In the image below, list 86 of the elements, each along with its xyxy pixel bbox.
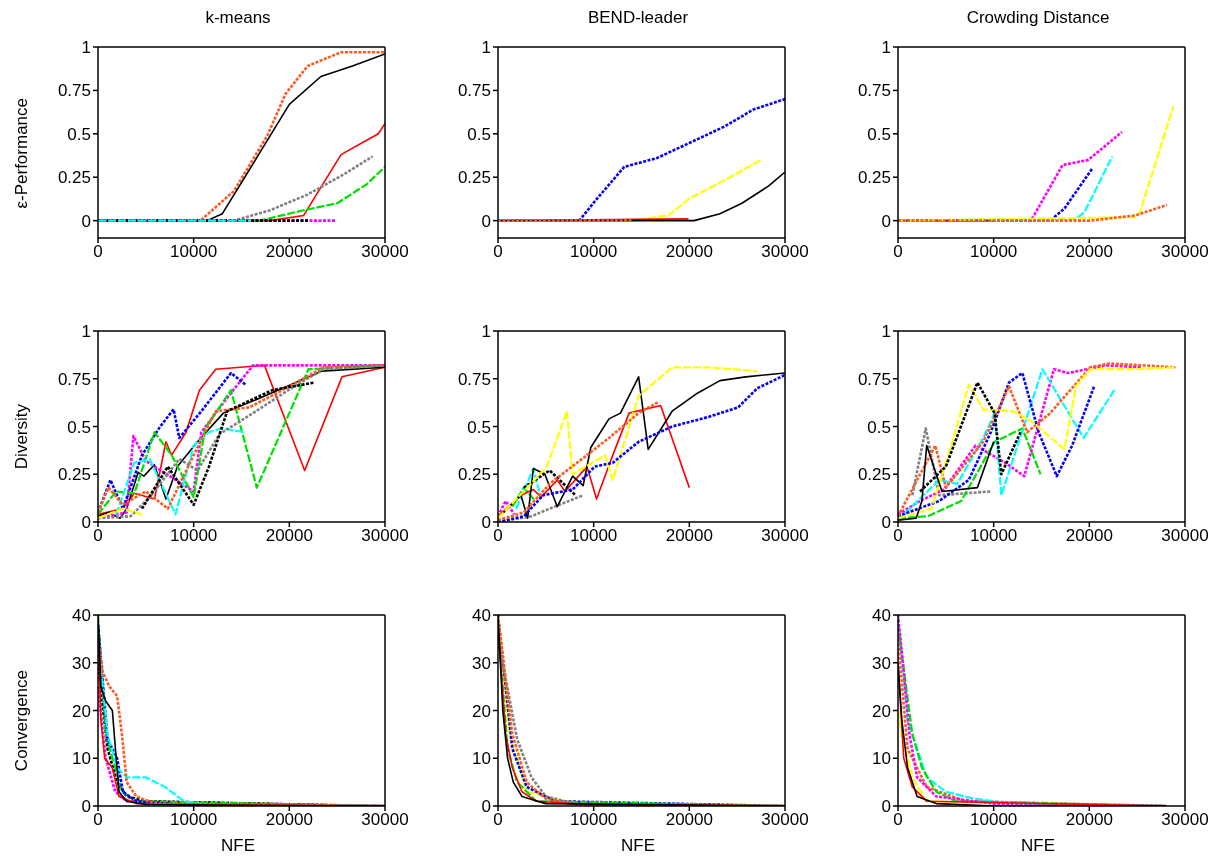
- y-tick-label: 0.75: [57, 369, 91, 389]
- x-tick-label: 30000: [361, 526, 409, 546]
- x-tick-label: 10000: [970, 526, 1018, 546]
- y-tick-label: 0: [881, 797, 891, 817]
- x-tick-label: 30000: [1161, 526, 1209, 546]
- x-axis-title: NFE: [620, 836, 656, 857]
- line-series: [898, 104, 1175, 222]
- x-axis-title: NFE: [1020, 836, 1056, 857]
- y-axis-title: Convergence: [12, 670, 32, 772]
- y-tick-label: 0.25: [857, 168, 891, 188]
- x-tick-label: 20000: [665, 526, 713, 546]
- y-tick-label: 10: [872, 749, 891, 769]
- y-tick-label: 10: [72, 749, 91, 769]
- y-tick-label: 20: [72, 701, 91, 721]
- y-tick-label: 0.75: [857, 81, 891, 101]
- x-tick-label: 10000: [570, 526, 618, 546]
- y-tick-label: 20: [472, 701, 491, 721]
- chart-title: Crowding Distance: [965, 8, 1111, 29]
- x-tick-label: 20000: [665, 810, 713, 830]
- y-tick-label: 0.25: [57, 465, 91, 485]
- x-tick-label: 30000: [1161, 242, 1209, 262]
- y-tick-label: 0.5: [467, 417, 491, 437]
- x-tick-label: 20000: [665, 242, 713, 262]
- y-tick-label: 10: [472, 749, 491, 769]
- y-tick-label: 1: [81, 38, 91, 58]
- y-tick-label: 0.75: [57, 81, 91, 101]
- x-tick-label: 30000: [761, 526, 809, 546]
- y-tick-label: 40: [72, 606, 91, 626]
- line-series: [498, 404, 691, 518]
- y-tick-label: 0: [81, 513, 91, 533]
- y-tick-label: 0.5: [467, 124, 491, 144]
- y-tick-label: 0: [81, 797, 91, 817]
- x-tick-label: 20000: [265, 526, 313, 546]
- x-tick-label: 20000: [1065, 242, 1113, 262]
- y-tick-label: 40: [872, 606, 891, 626]
- x-tick-label: 20000: [265, 810, 313, 830]
- y-tick-label: 0.25: [457, 465, 491, 485]
- y-tick-label: 0.75: [457, 369, 491, 389]
- y-tick-label: 30: [472, 653, 491, 673]
- x-tick-label: 30000: [361, 810, 409, 830]
- y-tick-label: 0: [481, 211, 491, 231]
- x-tick-label: 30000: [761, 810, 809, 830]
- x-tick-label: 10000: [970, 810, 1018, 830]
- x-tick-label: 10000: [970, 242, 1018, 262]
- y-axis-title: ε-Performance: [12, 97, 32, 209]
- y-tick-label: 1: [881, 322, 891, 342]
- x-tick-label: 30000: [361, 242, 409, 262]
- x-tick-label: 30000: [761, 242, 809, 262]
- y-tick-label: 1: [81, 322, 91, 342]
- x-tick-label: 20000: [1065, 810, 1113, 830]
- x-tick-label: 20000: [265, 242, 313, 262]
- y-tick-label: 0.5: [67, 417, 91, 437]
- y-tick-label: 0.25: [57, 168, 91, 188]
- y-tick-label: 0: [481, 513, 491, 533]
- x-tick-label: 30000: [1161, 810, 1209, 830]
- y-tick-label: 0: [881, 211, 891, 231]
- y-tick-label: 0.5: [867, 124, 891, 144]
- line-series: [140, 381, 316, 510]
- y-tick-label: 1: [881, 38, 891, 58]
- y-tick-label: 0: [81, 211, 91, 231]
- y-tick-label: 0: [481, 797, 491, 817]
- y-tick-label: 0.25: [857, 465, 891, 485]
- y-tick-label: 0.5: [67, 124, 91, 144]
- y-tick-label: 1: [481, 322, 491, 342]
- y-tick-label: 40: [472, 606, 491, 626]
- y-tick-label: 0: [881, 513, 891, 533]
- x-axis-title: NFE: [220, 836, 256, 857]
- y-tick-label: 20: [872, 701, 891, 721]
- y-tick-label: 1: [481, 38, 491, 58]
- x-tick-label: 10000: [570, 810, 618, 830]
- x-tick-label: 10000: [170, 526, 218, 546]
- y-tick-label: 30: [72, 653, 91, 673]
- x-tick-label: 10000: [170, 810, 218, 830]
- y-tick-label: 0.25: [457, 168, 491, 188]
- y-tick-label: 30: [872, 653, 891, 673]
- x-tick-label: 10000: [170, 242, 218, 262]
- chart-title: BEND-leader: [586, 8, 690, 29]
- chart-title: k-means: [204, 8, 272, 29]
- line-series: [498, 158, 763, 222]
- x-tick-label: 10000: [570, 242, 618, 262]
- y-axis-title: Diversity: [12, 404, 32, 470]
- y-tick-label: 0.75: [857, 369, 891, 389]
- y-tick-label: 0.5: [867, 417, 891, 437]
- y-tick-label: 0.75: [457, 81, 491, 101]
- line-series: [498, 400, 661, 522]
- x-tick-label: 20000: [1065, 526, 1113, 546]
